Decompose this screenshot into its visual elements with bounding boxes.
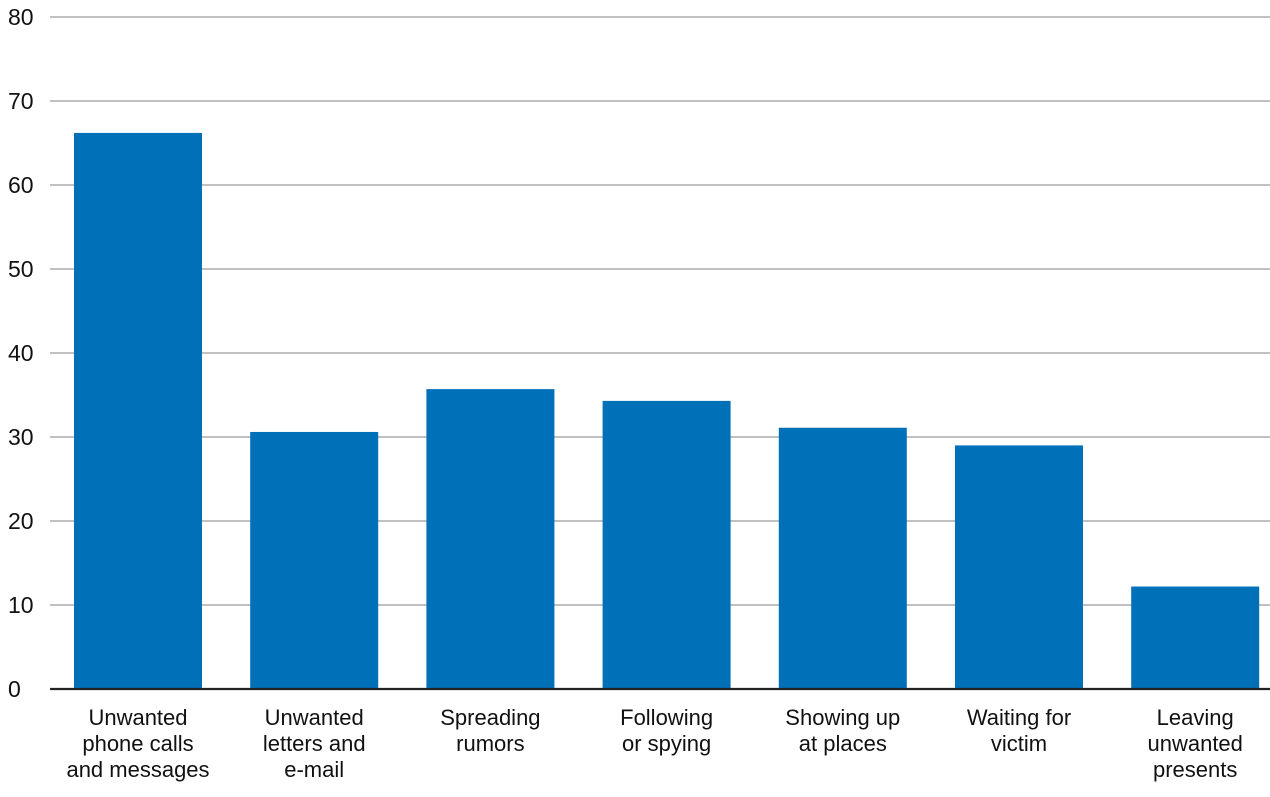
x-category-label-line: Spreading <box>440 705 540 730</box>
bar <box>426 389 555 689</box>
x-category-label: Spreading rumors <box>440 705 540 756</box>
y-tick-label: 60 <box>8 172 34 198</box>
x-category-label-line: Waiting for <box>967 705 1071 730</box>
x-category-label: Showing up at places <box>785 705 900 756</box>
bar <box>602 400 731 689</box>
y-tick-label: 30 <box>8 424 34 450</box>
bar <box>778 427 907 689</box>
x-category-label-line: victim <box>991 731 1047 756</box>
y-tick-label: 40 <box>8 340 34 366</box>
y-tick-label: 50 <box>8 256 34 282</box>
x-category-label-line: presents <box>1153 757 1237 782</box>
x-category-label: Following or spying <box>620 705 713 756</box>
x-category-label-line: Unwanted <box>88 705 187 730</box>
y-tick-label: 10 <box>8 592 34 618</box>
x-category-label: Leaving unwanted presents <box>1147 705 1242 782</box>
x-category-label-line: e-mail <box>284 757 344 782</box>
x-category-label: Waiting for victim <box>967 705 1071 756</box>
bar <box>74 132 202 690</box>
x-category-label-line: phone calls <box>82 731 193 756</box>
x-category-label-line: at places <box>799 731 887 756</box>
x-category-label-line: letters and <box>263 731 366 756</box>
x-category-label-line: or spying <box>622 731 711 756</box>
x-category-label-line: Showing up <box>785 705 900 730</box>
x-category-label-line: Leaving <box>1157 705 1234 730</box>
x-category-label-line: Following <box>620 705 713 730</box>
bar <box>955 445 1083 689</box>
x-category-label-line: unwanted <box>1147 731 1242 756</box>
bar <box>250 431 379 689</box>
x-category-label: Unwanted phone calls and messages <box>66 705 209 782</box>
y-axis-tick-labels: 0 10 20 30 40 50 60 70 80 <box>8 4 34 702</box>
x-category-label-line: and messages <box>66 757 209 782</box>
x-category-label-line: Unwanted <box>265 705 364 730</box>
y-tick-label: 20 <box>8 508 34 534</box>
bars <box>74 132 1260 690</box>
bar <box>1131 586 1260 689</box>
y-tick-label: 80 <box>8 4 34 30</box>
y-tick-label: 0 <box>8 676 21 702</box>
x-category-label: Unwanted letters and e-mail <box>263 705 366 782</box>
x-category-label-line: rumors <box>456 731 524 756</box>
y-tick-label: 70 <box>8 88 34 114</box>
